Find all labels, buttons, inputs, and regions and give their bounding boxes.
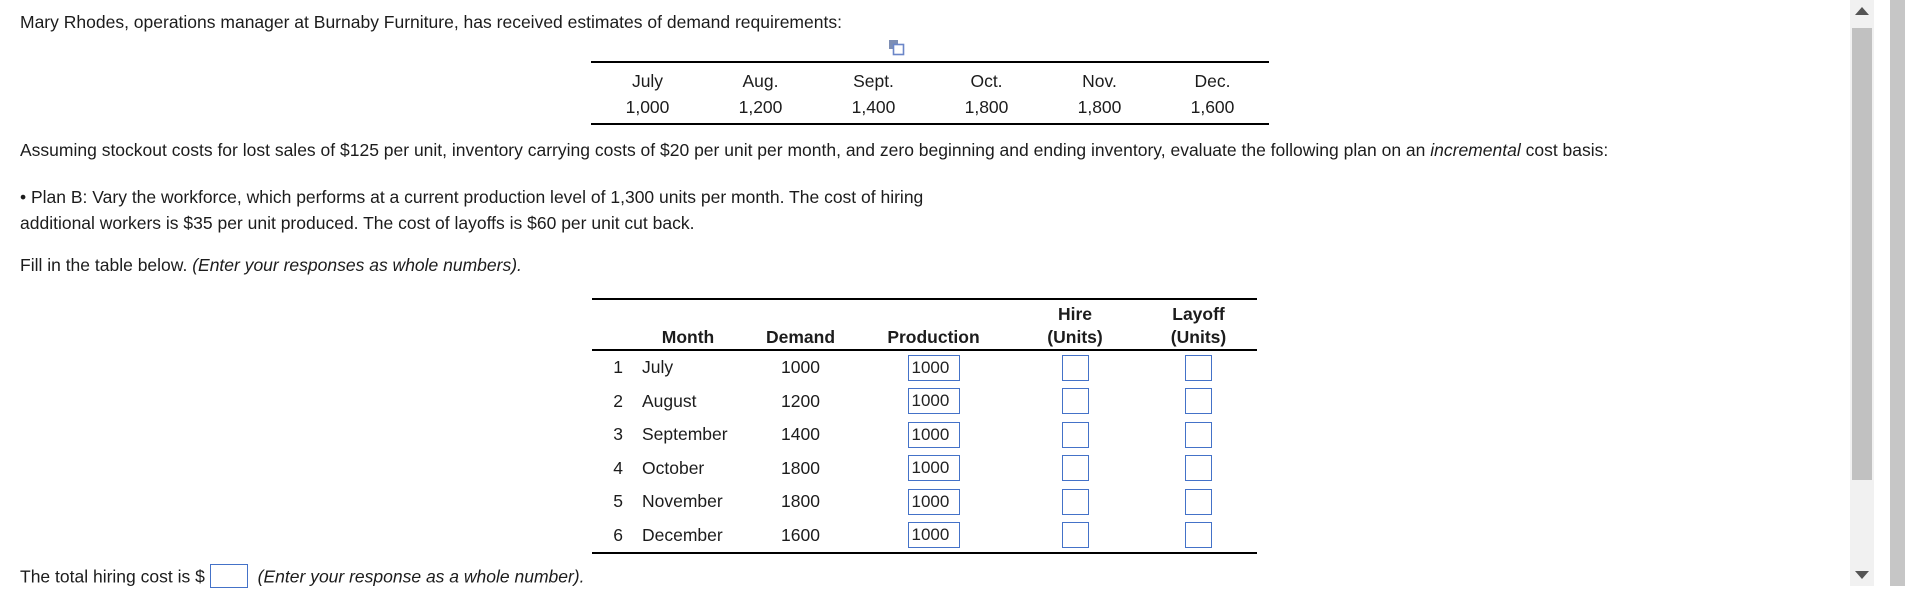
table-row: 6 December 1600 [592, 519, 1257, 553]
scroll-up-button[interactable] [1850, 0, 1874, 22]
row-month: September [642, 424, 728, 445]
scrollbar-thumb[interactable] [1852, 28, 1872, 480]
fill-table-prompt: Fill in the table below. (Enter your res… [20, 255, 522, 276]
layoff-input[interactable] [1185, 388, 1212, 415]
assumptions-part1: Assuming stockout costs for lost sales o… [20, 140, 1431, 160]
row-number: 1 [613, 357, 623, 378]
header-demand: Demand [765, 326, 836, 347]
hire-input[interactable] [1061, 388, 1089, 415]
table-row: 4 October 1800 [592, 452, 1257, 486]
row-number: 6 [613, 524, 623, 545]
demand-value: 1,600 [1190, 97, 1235, 117]
header-layoff: Layoff [1172, 303, 1225, 324]
production-input[interactable] [907, 421, 960, 448]
layoff-input[interactable] [1185, 421, 1212, 448]
row-month: October [642, 457, 705, 478]
demand-value: 1,400 [851, 97, 896, 117]
demand-months-row: July Aug. Sept. Oct. Nov. Dec. [591, 68, 1269, 94]
table-row: 5 November 1800 [592, 485, 1257, 519]
table-row: 1 July 1000 [592, 351, 1257, 385]
demand-month: Nov. [1082, 71, 1117, 91]
header-production: Production [887, 326, 980, 347]
row-number: 3 [613, 424, 623, 445]
hire-input[interactable] [1061, 455, 1089, 482]
demand-value: 1,800 [964, 97, 1009, 117]
header-month: Month [661, 326, 715, 347]
problem-intro: Mary Rhodes, operations manager at Burna… [20, 12, 842, 32]
row-demand: 1800 [781, 457, 820, 478]
copy-table-icon[interactable] [888, 39, 905, 56]
hiring-cost-suffix: (Enter your response as a whole number). [252, 566, 585, 587]
demand-value: 1,800 [1077, 97, 1122, 117]
row-number: 5 [613, 491, 623, 512]
table-row: 3 September 1400 [592, 418, 1257, 452]
plan-b-table: Hire Layoff Month Demand Production (Uni… [592, 298, 1257, 554]
header-hire: Hire [1057, 303, 1093, 324]
demand-value: 1,200 [738, 97, 783, 117]
production-input[interactable] [907, 354, 960, 381]
window-edge-strip [1890, 0, 1905, 586]
layoff-input[interactable] [1185, 522, 1212, 549]
scroll-down-button[interactable] [1850, 564, 1874, 586]
hiring-cost-prefix: The total hiring cost is $ [20, 566, 205, 587]
total-hiring-cost-input[interactable] [209, 564, 248, 588]
row-demand: 1200 [781, 390, 820, 411]
row-month: November [642, 491, 723, 512]
assumptions-emphasis: incremental [1430, 140, 1521, 160]
plan-table-header: Hire Layoff Month Demand Production (Uni… [592, 300, 1257, 351]
plan-b-line1: • Plan B: Vary the workforce, which perf… [20, 187, 924, 207]
header-layoff-units: (Units) [1170, 326, 1227, 347]
demand-month: Aug. [742, 71, 779, 91]
row-number: 2 [613, 390, 623, 411]
scroll-down-arrow-icon [1855, 571, 1869, 579]
row-demand: 1600 [781, 524, 820, 545]
fill-prompt-text: Fill in the table below. [20, 255, 193, 275]
demand-month: Dec. [1194, 71, 1231, 91]
scroll-up-arrow-icon [1855, 7, 1869, 15]
hire-input[interactable] [1061, 522, 1089, 549]
row-demand: 1000 [781, 357, 820, 378]
fill-prompt-italic: (Enter your responses as whole numbers). [192, 255, 522, 275]
hire-input[interactable] [1061, 488, 1089, 515]
assumptions-text: Assuming stockout costs for lost sales o… [20, 140, 1608, 161]
assumptions-part2: cost basis: [1520, 140, 1609, 160]
layoff-input[interactable] [1185, 455, 1212, 482]
total-hiring-cost-line: The total hiring cost is $ (Enter your r… [20, 564, 585, 596]
demand-month: July [631, 71, 664, 91]
production-input[interactable] [907, 388, 960, 415]
hire-input[interactable] [1061, 354, 1089, 381]
plan-b-line2: additional workers is $35 per unit produ… [20, 213, 695, 233]
row-demand: 1800 [781, 491, 820, 512]
row-month: December [642, 524, 723, 545]
production-input[interactable] [907, 455, 960, 482]
demand-month: Oct. [970, 71, 1003, 91]
demand-value: 1,000 [625, 97, 670, 117]
demand-values-row: 1,000 1,200 1,400 1,800 1,800 1,600 [591, 94, 1269, 120]
demand-estimates-table: July Aug. Sept. Oct. Nov. Dec. 1,000 1,2… [591, 61, 1269, 125]
row-demand: 1400 [781, 424, 820, 445]
plan-b-description: • Plan B: Vary the workforce, which perf… [20, 184, 923, 236]
layoff-input[interactable] [1185, 488, 1212, 515]
demand-month: Sept. [853, 71, 894, 91]
table-row: 2 August 1200 [592, 385, 1257, 419]
plan-table-body: 1 July 1000 2 August 1200 3 September 14… [592, 351, 1257, 554]
hire-input[interactable] [1061, 421, 1089, 448]
production-input[interactable] [907, 488, 960, 515]
row-month: July [642, 357, 674, 378]
production-input[interactable] [907, 522, 960, 549]
row-number: 4 [613, 457, 623, 478]
layoff-input[interactable] [1185, 354, 1212, 381]
vertical-scrollbar[interactable] [1850, 0, 1874, 586]
header-hire-units: (Units) [1047, 326, 1103, 347]
row-month: August [642, 390, 697, 411]
